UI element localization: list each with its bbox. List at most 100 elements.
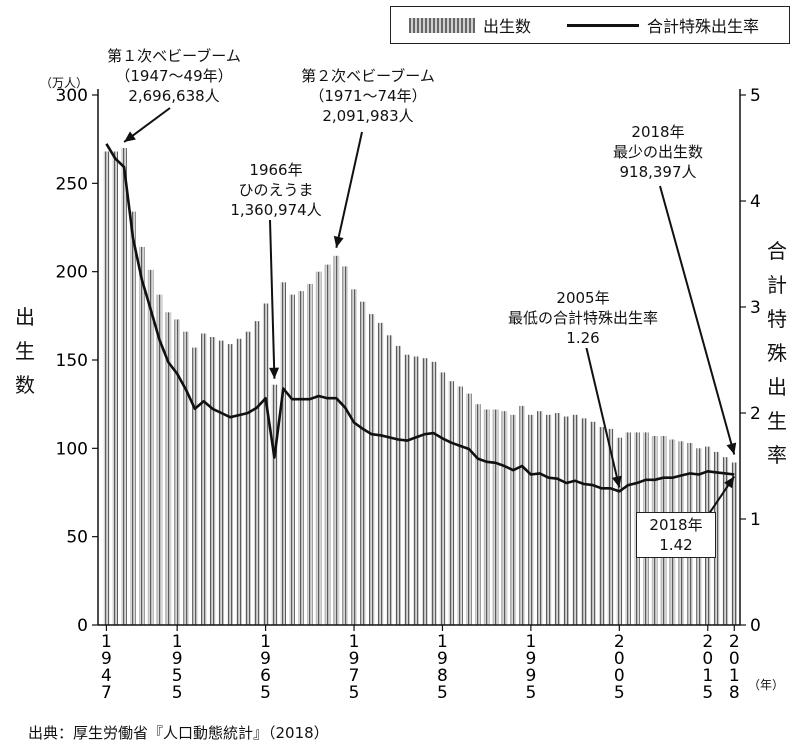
bar-births-1997	[545, 414, 552, 625]
left-tick-label: 200	[56, 263, 88, 283]
x-tick-label-digit: 1	[349, 632, 360, 652]
bar-births-1951	[139, 246, 145, 625]
bar-births-1998	[554, 413, 561, 625]
right-axis-title-char: 率	[767, 443, 787, 467]
annotation-line: 最低の合計特殊出生率	[507, 309, 658, 327]
bar-births-1995	[528, 414, 534, 625]
arrow-min-tfr	[585, 345, 621, 488]
annotation-line: （1971～74年）	[309, 87, 427, 105]
left-tick-label: 250	[56, 174, 88, 194]
right-axis-title-char: 特	[767, 307, 787, 331]
bar-births-1960	[218, 340, 225, 625]
right-tick-label: 1	[750, 510, 761, 530]
annotation-boom2: 第２次ベビーブーム （1971～74年） 2,091,983人	[282, 66, 454, 126]
x-tick-label-digit: 9	[172, 649, 183, 669]
x-tick-label-digit: 9	[260, 649, 271, 669]
annotation-line: 2005年	[556, 289, 610, 307]
bar-births-1969	[298, 291, 304, 625]
x-tick-label-digit: 7	[349, 666, 360, 686]
bar-births-2017	[722, 457, 729, 625]
bar-births-1972	[324, 264, 331, 625]
x-tick-label-digit: 0	[702, 649, 713, 669]
bar-births-1994	[519, 405, 525, 625]
bar-births-1999	[563, 416, 569, 625]
right-tick-label: 0	[750, 616, 761, 636]
right-axis-title: 合 計 特 殊 出 生 率	[764, 234, 790, 472]
x-tick-label-digit: 1	[702, 666, 713, 686]
annotation-line: （1947～49年）	[115, 67, 233, 85]
left-axis-title: 出 生 数	[12, 300, 38, 402]
bar-births-1959	[209, 337, 216, 625]
left-tick-label: 100	[56, 439, 88, 459]
arrow-tfr-2018-head	[724, 476, 735, 489]
bar-births-1975	[351, 289, 357, 625]
bar-births-1989	[475, 404, 481, 625]
left-axis-title-char: 生	[15, 339, 35, 363]
legend-bar-swatch	[409, 17, 475, 33]
x-tick-label-digit: 9	[525, 666, 536, 686]
bar-births-2003	[598, 427, 605, 625]
left-axis-title-char: 出	[15, 305, 35, 329]
bar-births-1979	[386, 335, 393, 625]
right-tick-label: 5	[750, 86, 761, 106]
x-tick-label-digit: 0	[614, 666, 625, 686]
annotation-boom1: 第１次ベビーブーム （1947～49年） 2,696,638人	[88, 46, 260, 106]
arrow-min-births-head	[726, 442, 737, 455]
annotation-tfr-2018: 2018年 1.42	[636, 512, 716, 558]
bar-births-1967	[280, 282, 286, 625]
bar-births-1968	[289, 294, 295, 625]
bar-births-1958	[201, 333, 207, 625]
legend-tfr-label: 合計特殊出生率	[647, 17, 760, 36]
arrow-min-births	[659, 185, 736, 455]
x-tick-label-digit: 1	[172, 632, 183, 652]
right-axis-title-char: 生	[767, 409, 787, 433]
x-tick-label-digit: 7	[101, 683, 112, 703]
bar-births-1973	[333, 255, 340, 626]
bar-births-1996	[537, 411, 543, 625]
x-tick-label-digit: 4	[101, 666, 112, 686]
arrow-min-tfr-head	[611, 475, 622, 488]
bar-births-1952	[147, 269, 154, 625]
x-tick-label-digit: 9	[437, 649, 448, 669]
source-citation: 出典：厚生労働省『人口動態統計』（2018）	[28, 724, 329, 742]
bar-births-1980	[395, 345, 401, 625]
arrow-boom1-head	[124, 131, 136, 142]
bar-births-1949	[121, 148, 127, 625]
annotation-line: ひのえうま	[238, 181, 314, 199]
annotation-min-births: 2018年 最少の出生数 918,397人	[596, 122, 720, 182]
bar-births-1963	[245, 331, 251, 625]
annotation-line: 2,696,638人	[128, 87, 220, 105]
annotation-line: 最少の出生数	[612, 143, 703, 161]
right-axis-title-char: 合	[767, 239, 787, 263]
x-tick-label-digit: 1	[101, 632, 112, 652]
right-tick-label: 3	[750, 298, 761, 318]
x-tick-label-digit: 9	[101, 649, 112, 669]
arrow-boom2-head	[333, 235, 344, 248]
bar-births-1950	[130, 211, 136, 625]
left-tick-label: 50	[66, 528, 88, 548]
right-axis-title-char: 出	[767, 375, 787, 399]
bar-births-1993	[510, 414, 516, 625]
bar-births-2006	[625, 432, 631, 625]
bar-births-1964	[254, 321, 260, 625]
arrow-hinoe	[269, 219, 276, 379]
bar-births-1977	[369, 314, 375, 625]
x-tick-label-digit: 1	[260, 632, 271, 652]
annotation-line: 2018年	[649, 516, 703, 534]
bar-births-1990	[483, 409, 490, 625]
left-axis-title-char: 数	[15, 373, 35, 397]
x-tick-label-digit: 5	[260, 683, 271, 703]
legend-births-label: 出生数	[483, 17, 532, 36]
x-tick-label-digit: 5	[349, 683, 360, 703]
bar-births-1991	[492, 409, 499, 625]
annotation-hinoe: 1966年 ひのえうま 1,360,974人	[226, 160, 326, 220]
x-tick-label-digit: 5	[172, 683, 183, 703]
x-tick-label-digit: 0	[729, 649, 740, 669]
x-tick-label-digit: 5	[525, 683, 536, 703]
bar-births-1970	[307, 284, 313, 625]
bar-births-1982	[413, 356, 419, 625]
